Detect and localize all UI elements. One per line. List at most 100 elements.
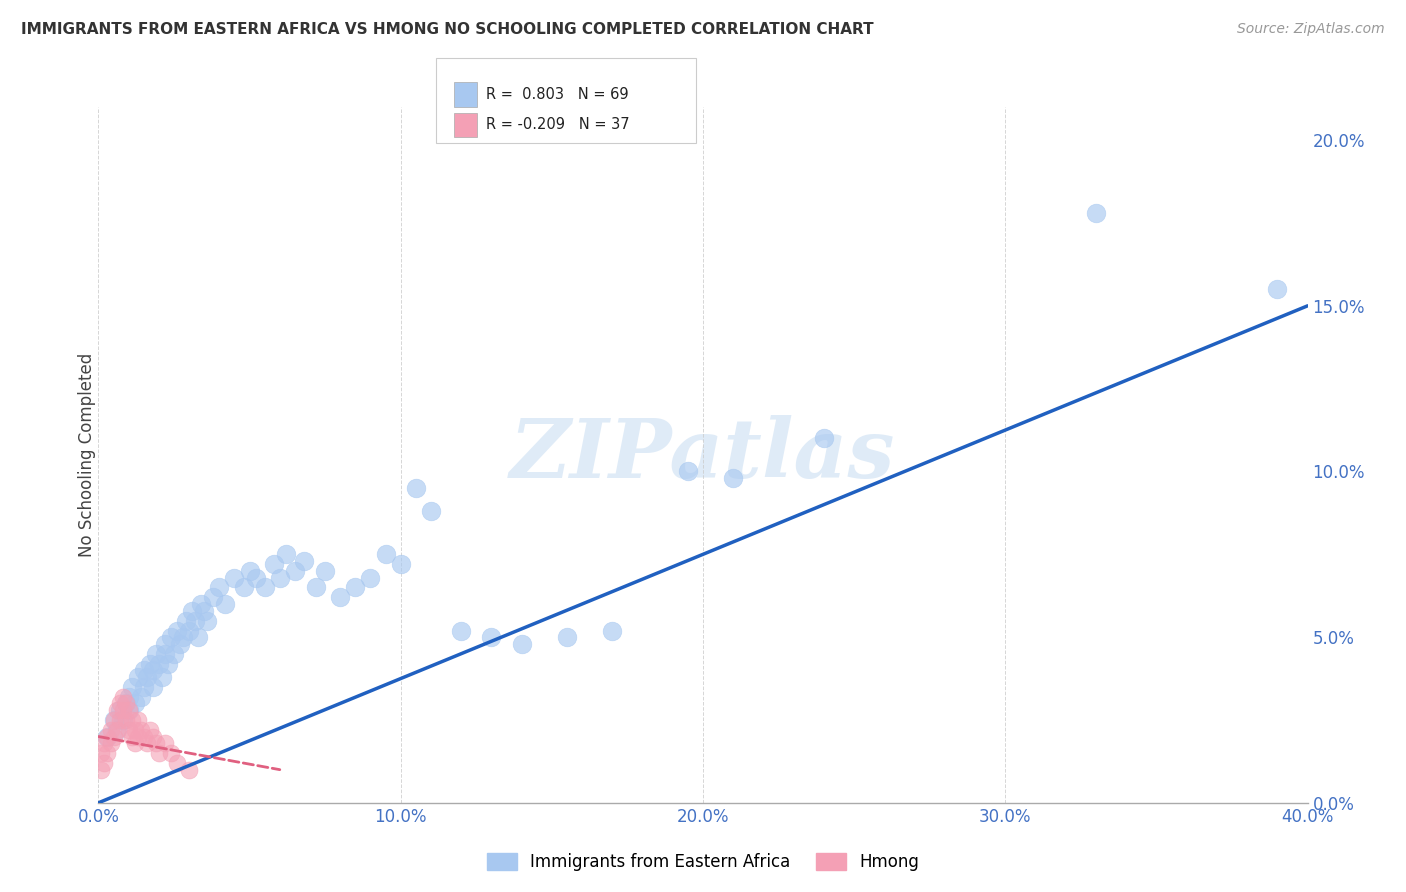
Point — [160, 630, 183, 644]
Point — [195, 614, 218, 628]
Point — [124, 723, 146, 737]
Point — [329, 591, 352, 605]
Point — [142, 730, 165, 744]
Point — [132, 730, 155, 744]
Point — [360, 570, 382, 584]
Point — [405, 481, 427, 495]
Point — [163, 647, 186, 661]
Point — [166, 756, 188, 770]
Point — [100, 736, 122, 750]
Point — [105, 723, 128, 737]
Point — [93, 736, 115, 750]
Point — [166, 624, 188, 638]
Point — [239, 564, 262, 578]
Point — [156, 657, 179, 671]
Point — [127, 670, 149, 684]
Point — [160, 746, 183, 760]
Point — [124, 697, 146, 711]
Point — [187, 630, 209, 644]
Point — [145, 647, 167, 661]
Point — [96, 730, 118, 744]
Point — [111, 703, 134, 717]
Point — [1085, 206, 1108, 220]
Point — [389, 558, 412, 572]
Point — [139, 723, 162, 737]
Point — [108, 697, 131, 711]
Point — [181, 604, 204, 618]
Point — [105, 703, 128, 717]
Point — [284, 564, 307, 578]
Point — [208, 581, 231, 595]
Text: R = -0.209   N = 37: R = -0.209 N = 37 — [486, 118, 630, 133]
Point — [103, 713, 125, 727]
Point — [245, 570, 267, 584]
Text: IMMIGRANTS FROM EASTERN AFRICA VS HMONG NO SCHOOLING COMPLETED CORRELATION CHART: IMMIGRANTS FROM EASTERN AFRICA VS HMONG … — [21, 22, 873, 37]
Point — [118, 690, 141, 704]
Point — [135, 670, 157, 684]
Point — [127, 713, 149, 727]
Point — [153, 647, 176, 661]
Point — [114, 713, 136, 727]
Point — [124, 736, 146, 750]
Point — [129, 723, 152, 737]
Point — [555, 630, 578, 644]
Point — [114, 697, 136, 711]
Point — [305, 581, 328, 595]
Point — [224, 570, 246, 584]
Point — [93, 756, 115, 770]
Point — [813, 431, 835, 445]
Point — [148, 657, 170, 671]
Point — [723, 471, 745, 485]
Point — [121, 680, 143, 694]
Text: Source: ZipAtlas.com: Source: ZipAtlas.com — [1237, 22, 1385, 37]
Point — [135, 736, 157, 750]
Point — [127, 730, 149, 744]
Point — [145, 736, 167, 750]
Point — [169, 637, 191, 651]
Point — [179, 624, 201, 638]
Point — [420, 504, 443, 518]
Point — [344, 581, 367, 595]
Legend: Immigrants from Eastern Africa, Hmong: Immigrants from Eastern Africa, Hmong — [481, 847, 925, 878]
Point — [108, 703, 131, 717]
Point — [100, 723, 122, 737]
Point — [263, 558, 285, 572]
Point — [172, 630, 194, 644]
Point — [202, 591, 225, 605]
Point — [121, 730, 143, 744]
Point — [153, 637, 176, 651]
Point — [139, 657, 162, 671]
Point — [111, 713, 134, 727]
Point — [602, 624, 624, 638]
Point — [174, 614, 197, 628]
Point — [510, 637, 533, 651]
Point — [179, 763, 201, 777]
Point — [142, 680, 165, 694]
Point — [132, 680, 155, 694]
Point — [114, 697, 136, 711]
Point — [96, 730, 118, 744]
Point — [90, 746, 112, 760]
Point — [111, 690, 134, 704]
Point — [481, 630, 503, 644]
Point — [103, 713, 125, 727]
Point — [153, 736, 176, 750]
Point — [314, 564, 336, 578]
Point — [450, 624, 472, 638]
Point — [1267, 282, 1289, 296]
Point — [253, 581, 276, 595]
Point — [118, 723, 141, 737]
Point — [129, 690, 152, 704]
Point — [232, 581, 254, 595]
Point — [150, 670, 173, 684]
Point — [96, 746, 118, 760]
Point — [108, 713, 131, 727]
Point — [121, 713, 143, 727]
Point — [374, 547, 396, 561]
Point — [103, 730, 125, 744]
Point — [274, 547, 297, 561]
Y-axis label: No Schooling Completed: No Schooling Completed — [79, 353, 96, 557]
Point — [142, 663, 165, 677]
Point — [292, 554, 315, 568]
Point — [105, 723, 128, 737]
